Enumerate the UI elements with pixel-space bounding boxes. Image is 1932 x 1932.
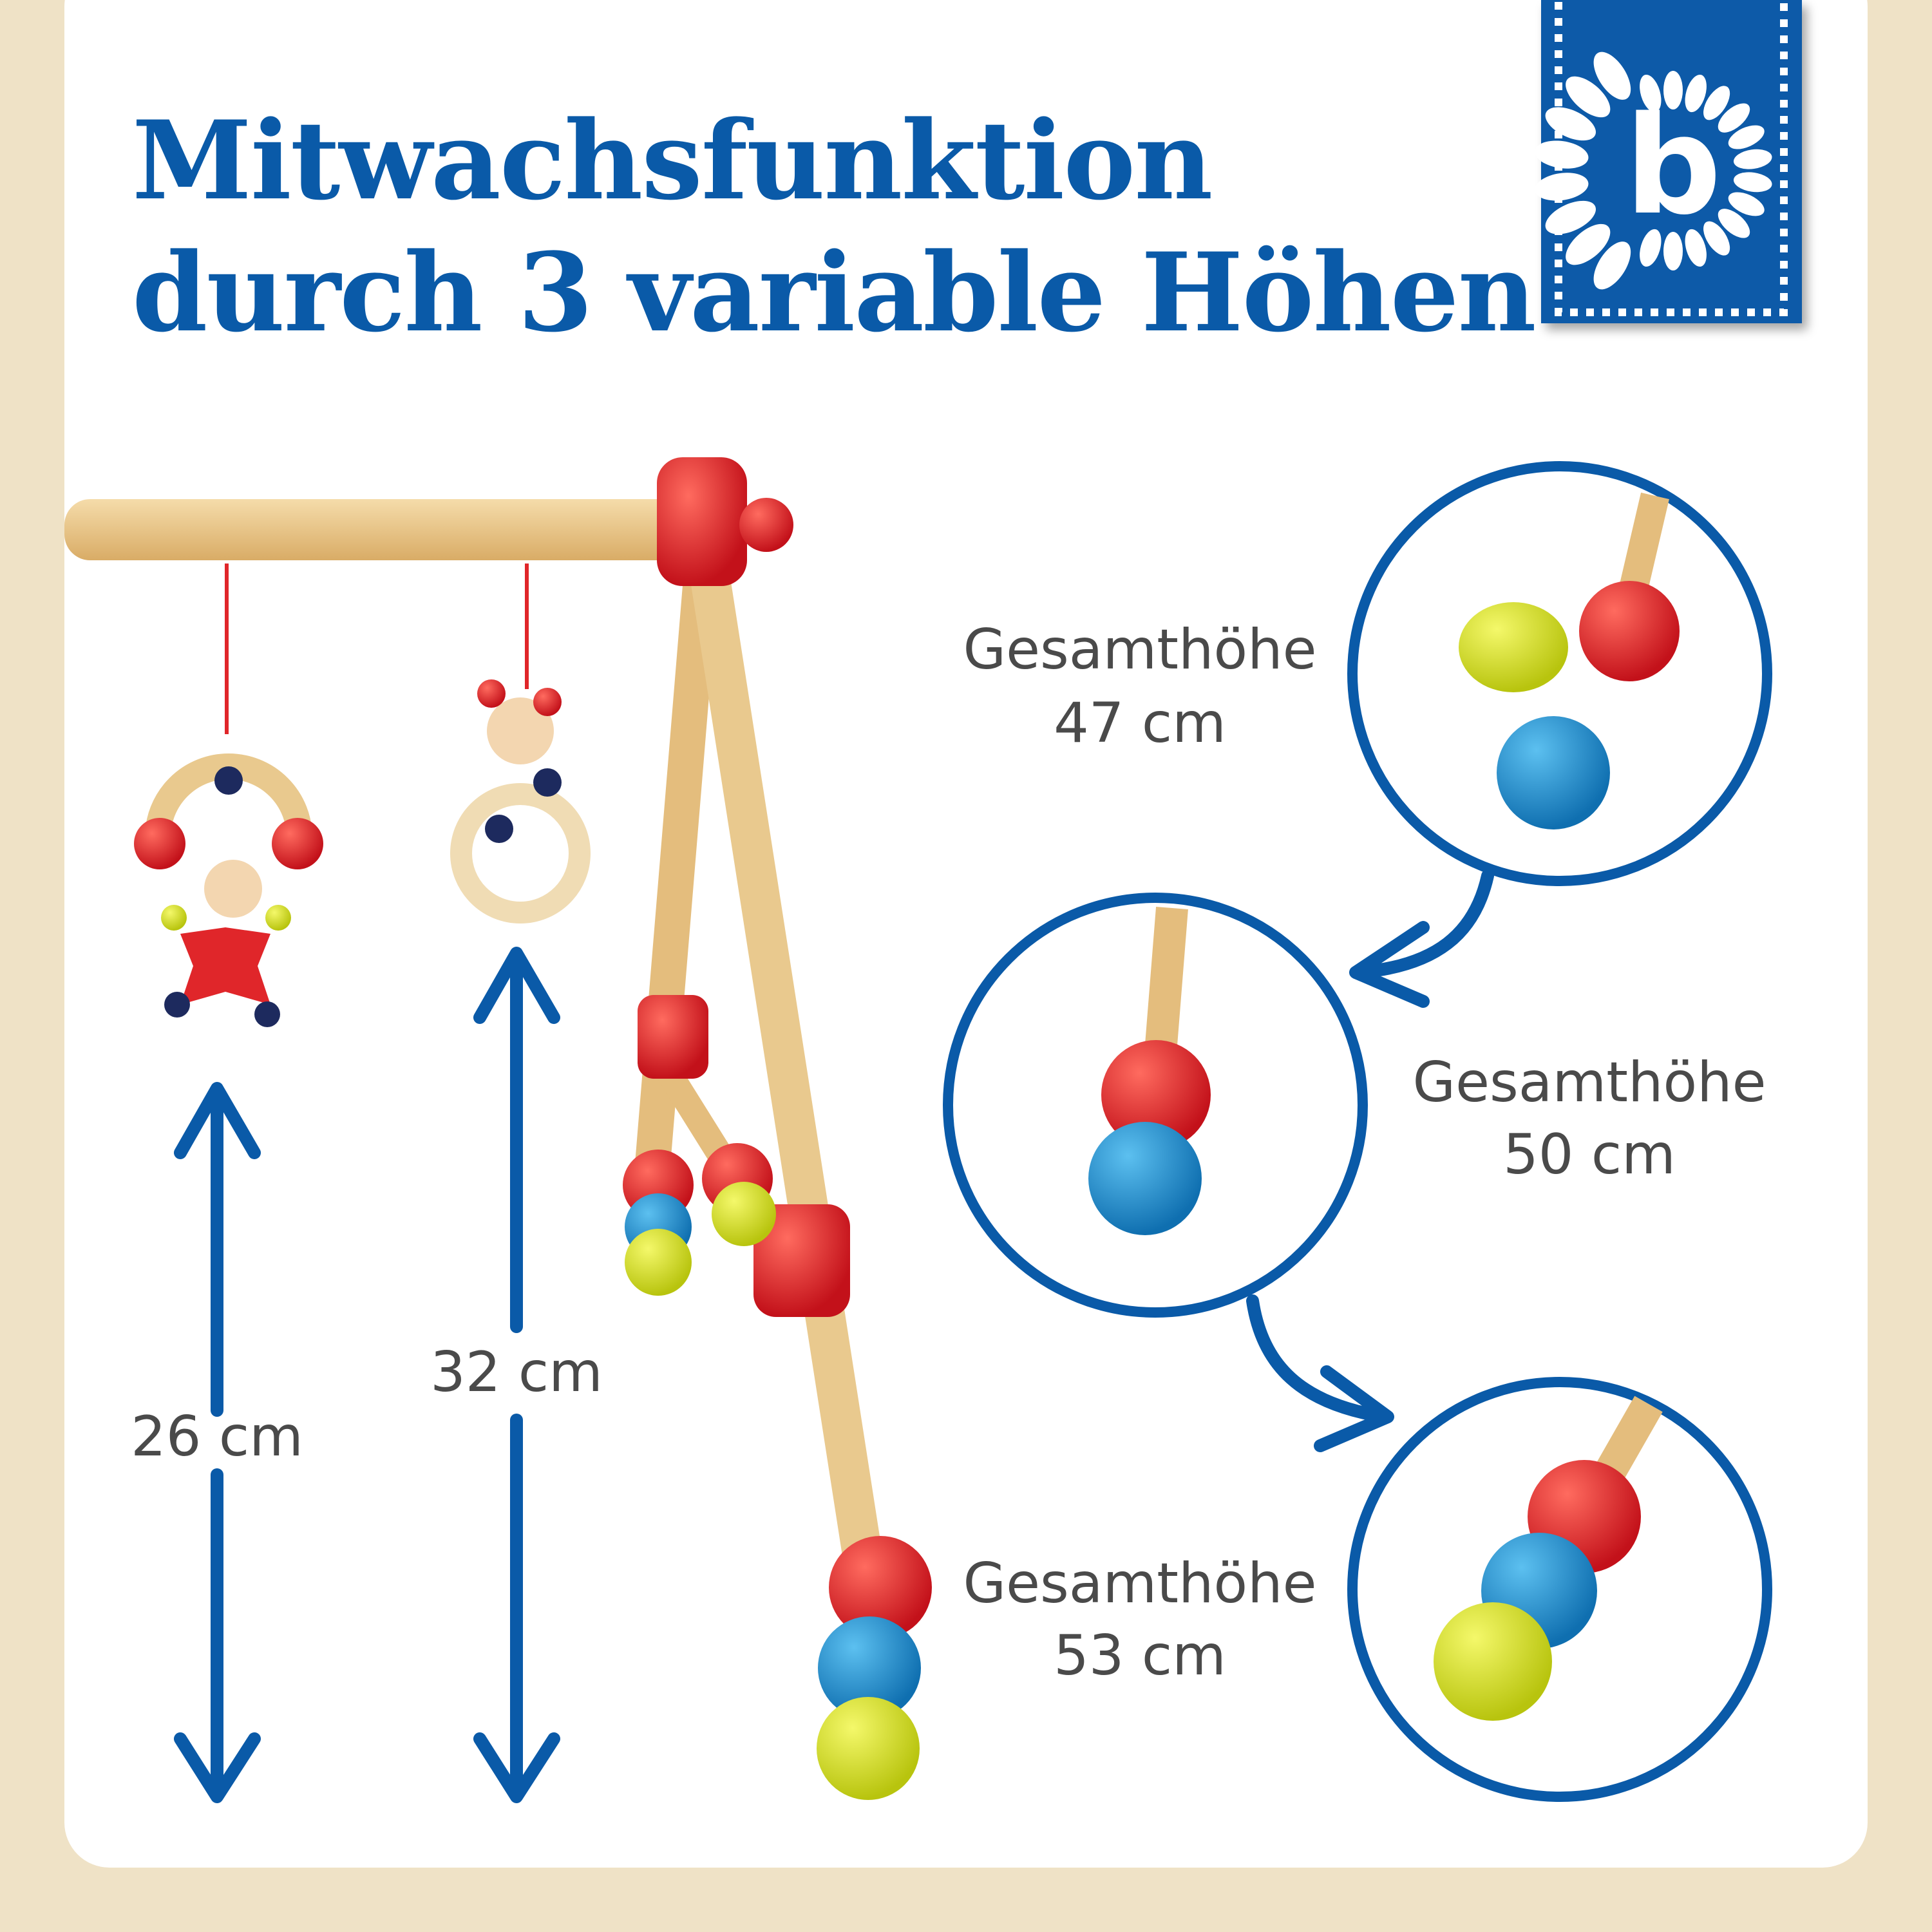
logo-petal [1685,229,1707,267]
logo-petal [1545,200,1596,234]
logo-petal [1703,221,1730,256]
svg-text:47 cm: 47 cm [1054,691,1226,755]
logo-petal [1593,52,1631,100]
logo-petal [1640,229,1662,267]
logo-letter: b [1625,87,1721,245]
logo-petal [1718,103,1750,133]
height-label-47: Gesamthöhe 47 cm [963,618,1316,755]
double-arrow-icon-32cm [473,947,560,1803]
logo-petal [1733,172,1772,193]
logo-petal [1663,232,1683,270]
svg-text:50 cm: 50 cm [1503,1122,1676,1187]
logo-petal [1728,192,1765,216]
brand-logo: b [1535,0,1802,323]
logo-petal [1703,86,1730,120]
logo-petal [1733,149,1772,169]
logo-petal [1663,71,1683,109]
measurement-32cm: 32 cm [430,1340,603,1405]
logo-petal [1545,107,1596,141]
logo-petal [1535,140,1589,169]
svg-text:Gesamthöhe: Gesamthöhe [1412,1050,1766,1115]
svg-text:Gesamthöhe: Gesamthöhe [963,618,1316,682]
svg-text:Gesamthöhe: Gesamthöhe [963,1551,1316,1616]
height-label-50: Gesamthöhe 50 cm [1412,1050,1766,1187]
curved-arrow-icon-2 [1246,1294,1394,1452]
detail-circle-53cm [1347,1377,1772,1802]
height-label-53: Gesamthöhe 53 cm [963,1551,1316,1688]
sunflower-petals-icon [1535,52,1772,290]
logo-petal [1640,74,1662,113]
detail-circle-50cm [943,893,1368,1318]
logo-petal [1593,242,1631,290]
svg-text:53 cm: 53 cm [1054,1624,1226,1688]
logo-petal [1685,74,1707,113]
curved-arrow-icon-1 [1349,869,1494,1008]
baby-gym-photo [64,457,932,1800]
logo-petal [1535,173,1589,201]
title-line-2: durch 3 variable Höhen [132,229,1537,356]
logo-petal [1718,209,1750,238]
logo-petal [1566,223,1611,265]
logo-petal [1566,76,1611,118]
logo-petal [1728,125,1765,149]
title-line-1: Mitwachsfunktion [132,97,1213,224]
detail-circle-47cm [1347,461,1772,886]
double-arrow-icon-26cm [174,1082,261,1803]
measurement-26cm: 26 cm [131,1405,303,1469]
